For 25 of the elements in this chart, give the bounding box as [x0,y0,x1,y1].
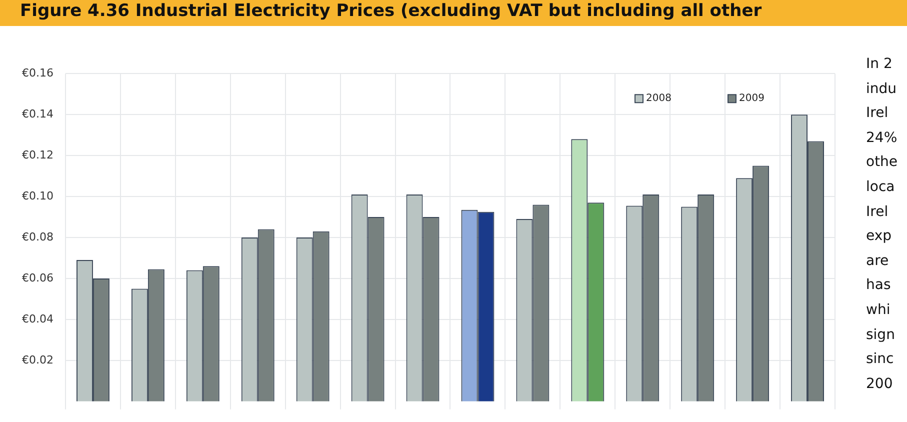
text: 200 [866,374,894,394]
y-tick-label: €0.02 [22,353,54,366]
legend-label: 2008 [646,93,672,104]
text: Irel [866,104,890,124]
text: loca [866,178,896,197]
y-tick-label: €0.12 [22,148,54,162]
y-tick-label: €0.04 [22,312,54,326]
y-tick-label: €0.10 [22,189,54,202]
y-tick-label: €0.08 [22,230,54,244]
text: whi [866,300,892,320]
text: exp [866,227,893,246]
legend-label: 2009 [739,93,764,104]
chart-title: Figure 4.36 Industrial Electricity Prices (excluding VAT but including all other [0,0,907,26]
text: othe [866,153,898,172]
text: sign [866,326,896,345]
text: Irel [866,202,890,222]
y-tick-label: €0.16 [22,66,54,80]
y-tick-label: €0.14 [22,107,54,120]
text: indu [866,80,898,99]
text: has [866,276,892,296]
text: In 2 [866,55,894,74]
text: 24% [866,128,898,148]
text: are [866,252,890,271]
text: sinc [866,350,895,370]
y-tick-label: €0.06 [22,271,54,284]
